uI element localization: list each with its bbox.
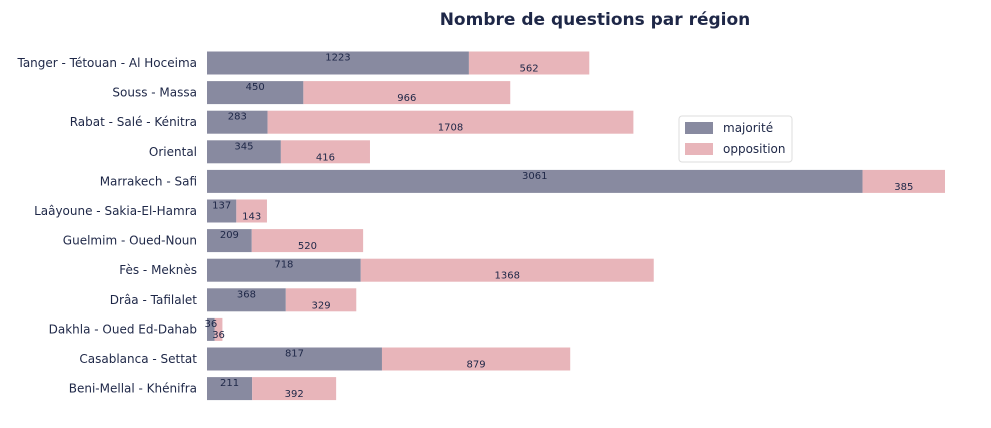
data-label-opposition: 36 [212, 330, 225, 341]
bar-opposition [214, 317, 223, 341]
category-label: Fès - Meknès [119, 263, 197, 277]
data-label-opposition: 879 [467, 360, 486, 371]
data-label-majorite: 283 [228, 112, 247, 123]
bar-majorite [207, 110, 268, 134]
data-label-opposition: 966 [397, 93, 416, 104]
data-label-opposition: 143 [242, 212, 261, 223]
bar-majorite [207, 169, 863, 193]
chart-title: Nombre de questions par région [440, 10, 751, 30]
category-label: Drâa - Tafilalet [110, 293, 198, 307]
data-label-opposition: 385 [894, 182, 913, 193]
data-label-majorite: 211 [220, 378, 239, 389]
bar-majorite [207, 347, 382, 371]
bar-majorite [207, 140, 281, 164]
bar-opposition [862, 169, 945, 193]
legend-swatch [685, 122, 713, 134]
bar-opposition [267, 110, 634, 134]
bar-opposition [251, 229, 364, 253]
bar-opposition [303, 81, 511, 105]
data-label-majorite: 718 [274, 260, 293, 271]
data-label-majorite: 137 [212, 201, 231, 212]
category-label: Oriental [149, 145, 197, 159]
data-label-majorite: 3061 [522, 171, 547, 182]
bar-opposition [381, 347, 571, 371]
data-label-opposition: 1368 [495, 271, 520, 282]
bar-majorite [207, 288, 286, 312]
plot-area: Tanger - Tétouan - Al Hoceima 1223 562 Sous… [16, 51, 945, 401]
data-label-opposition: 562 [520, 64, 539, 75]
bar-majorite [207, 377, 253, 401]
category-label: Laâyoune - Sakia-El-Hamra [34, 204, 197, 218]
bar-majorite [207, 51, 469, 75]
data-label-majorite: 1223 [325, 53, 350, 64]
category-label: Beni-Mellal - Khénifra [69, 382, 197, 396]
bar-majorite [207, 258, 361, 282]
data-label-majorite: 209 [220, 230, 239, 241]
data-label-majorite: 450 [246, 82, 265, 93]
data-label-majorite: 36 [204, 319, 217, 330]
legend-label: opposition [723, 142, 786, 156]
category-label: Rabat - Salé - Kénitra [70, 115, 197, 129]
category-label: Marrakech - Safi [100, 174, 197, 188]
legend-swatch [685, 143, 713, 155]
category-label: Guelmim - Oued-Noun [63, 234, 197, 248]
data-label-opposition: 520 [298, 241, 317, 252]
bar-opposition [360, 258, 654, 282]
bar-majorite [207, 317, 215, 341]
legend: majorité opposition [678, 115, 793, 163]
bar-majorite [207, 81, 304, 105]
bar-majorite [207, 199, 237, 223]
category-label: Dakhla - Oued Ed-Dahab [49, 322, 197, 336]
bar-opposition [236, 199, 267, 223]
data-label-opposition: 1708 [438, 123, 463, 134]
category-label: Casablanca - Settat [79, 352, 197, 366]
data-label-majorite: 368 [237, 289, 256, 300]
bar-opposition [280, 140, 370, 164]
data-label-opposition: 392 [285, 389, 304, 400]
data-label-opposition: 329 [311, 300, 330, 311]
data-label-majorite: 345 [234, 141, 253, 152]
data-label-majorite: 817 [285, 349, 304, 360]
bar-opposition [285, 288, 357, 312]
category-label: Souss - Massa [112, 86, 197, 100]
bar-majorite [207, 229, 252, 253]
bar-opposition [468, 51, 590, 75]
data-label-opposition: 416 [316, 152, 335, 163]
category-label: Tanger - Tétouan - Al Hoceima [16, 56, 197, 70]
legend-label: majorité [723, 121, 773, 135]
bar-opposition [252, 377, 337, 401]
